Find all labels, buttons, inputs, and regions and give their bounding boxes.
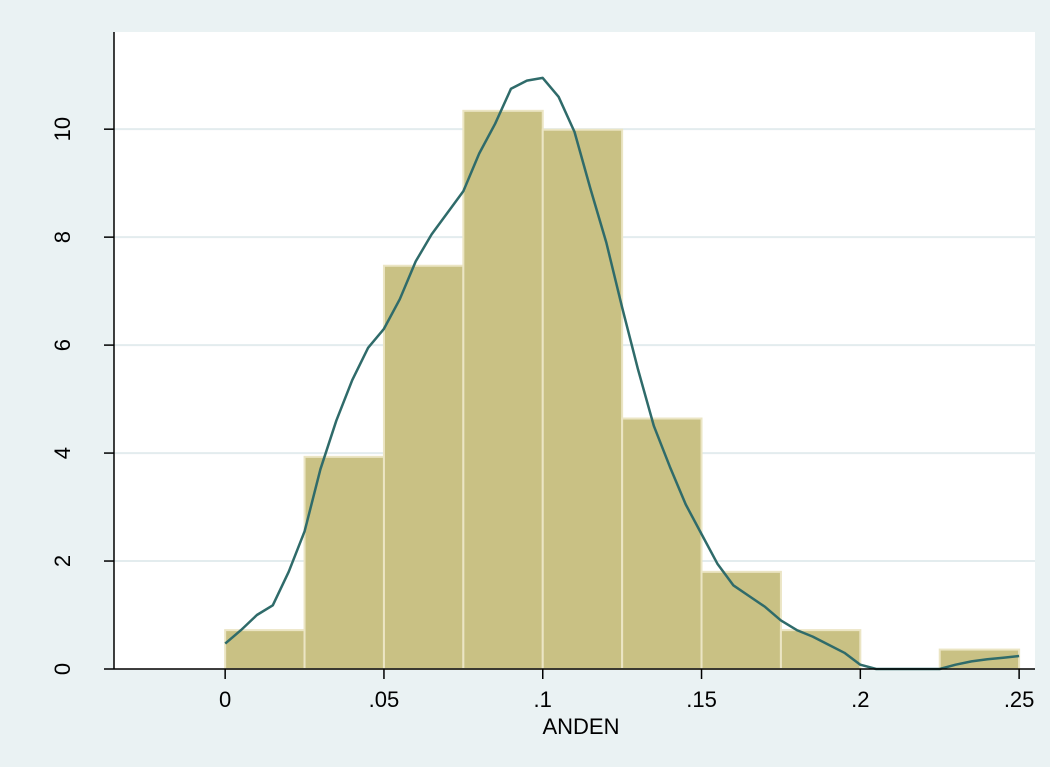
y-tick-label: 6 bbox=[50, 339, 75, 351]
y-tick-label: 4 bbox=[50, 447, 75, 459]
histogram-bar bbox=[541, 128, 624, 670]
x-tick-label: .2 bbox=[851, 687, 869, 712]
x-tick-label: .25 bbox=[1004, 687, 1035, 712]
x-tick-label: 0 bbox=[219, 687, 231, 712]
x-tick-label: .15 bbox=[686, 687, 717, 712]
histogram-bar bbox=[621, 417, 703, 670]
y-tick-label: 8 bbox=[50, 231, 75, 243]
y-tick-label: 0 bbox=[50, 663, 75, 675]
x-tick-label: .05 bbox=[369, 687, 400, 712]
histogram-bar bbox=[779, 629, 862, 670]
histogram-bar bbox=[382, 264, 465, 670]
histogram-bar bbox=[224, 629, 306, 670]
histogram-bar bbox=[462, 109, 544, 671]
axes: 0 2 4 6 8 10 0 .05 .1 .15 .2 .25 bbox=[50, 32, 1035, 712]
y-tick-label: 10 bbox=[50, 117, 75, 141]
histogram-bar bbox=[303, 455, 385, 671]
histogram-bar bbox=[700, 570, 782, 670]
y-tick-label: 2 bbox=[50, 555, 75, 567]
x-tick-label: .1 bbox=[534, 687, 552, 712]
x-axis-title: ANDEN bbox=[542, 714, 619, 739]
histogram-bars bbox=[224, 109, 1021, 671]
